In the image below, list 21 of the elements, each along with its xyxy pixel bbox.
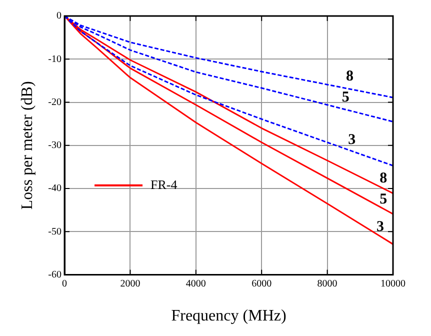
y-tick-label: -40 [48,183,62,194]
annotation: 8 [346,68,354,84]
y-tick-label: -50 [48,226,62,238]
annotation: 5 [342,90,350,106]
y-tick-label: -20 [48,96,62,108]
annotation: 3 [348,132,356,148]
x-tick-label: 2000 [120,278,140,290]
x-axis-title: Frequency (MHz) [171,308,286,325]
x-tick-label: 10000 [380,278,406,290]
x-tick-label: 6000 [252,278,272,290]
y-tick-label: -60 [48,269,62,280]
x-tick-label: 8000 [317,278,338,290]
annotation: 8 [380,170,388,187]
annotation: 5 [380,191,388,208]
x-tick-label: 4000 [186,278,206,290]
y-tick-label: -30 [48,140,62,152]
y-axis-title: Loss per meter (dB) [18,81,36,210]
y-tick-label: 0 [56,10,62,22]
y-tick-label: -10 [48,54,62,65]
legend-label: FR-4 [150,176,178,192]
annotation: 3 [376,219,384,236]
